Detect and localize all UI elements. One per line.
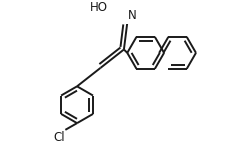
Text: HO: HO [90,0,108,14]
Text: N: N [128,9,137,22]
Text: Cl: Cl [53,131,64,144]
